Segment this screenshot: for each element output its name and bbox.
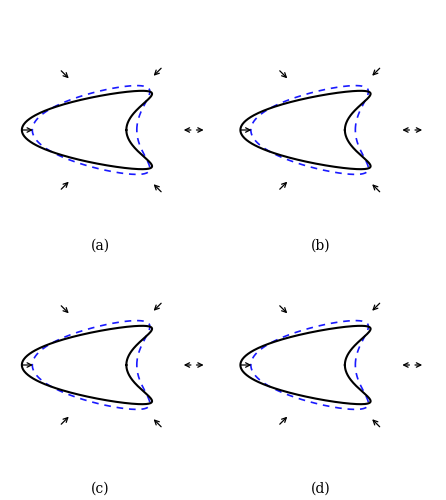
Text: (b): (b) <box>311 238 331 252</box>
Text: (a): (a) <box>91 238 110 252</box>
Text: (c): (c) <box>91 482 110 496</box>
Text: (d): (d) <box>311 482 331 496</box>
